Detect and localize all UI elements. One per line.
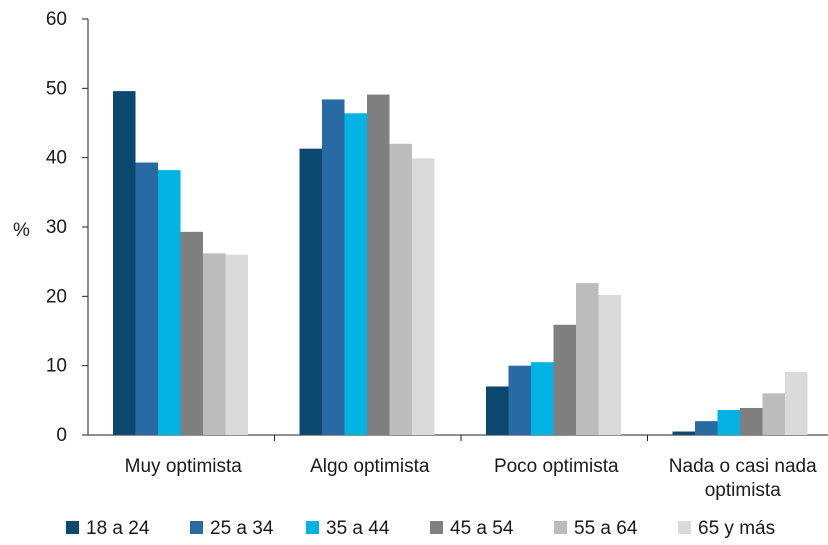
legend-swatch — [554, 521, 567, 534]
y-tick-label: 20 — [46, 286, 67, 307]
bar — [718, 410, 741, 435]
bar — [673, 432, 696, 435]
bar — [740, 408, 763, 435]
category-labels: Muy optimista Algo optimista Poco optimist… — [125, 456, 817, 501]
bar — [695, 421, 718, 435]
legend-label: 65 y más — [698, 518, 775, 539]
bar — [203, 253, 226, 435]
category-label: Muy optimista — [125, 456, 243, 477]
bar — [412, 158, 435, 435]
y-tick-label: 10 — [46, 356, 67, 377]
legend-swatch — [678, 521, 691, 534]
legend-label: 18 a 24 — [86, 518, 150, 539]
bar — [322, 99, 345, 435]
legend-item: 65 y más — [678, 518, 775, 539]
bar — [531, 362, 554, 435]
y-axis-label: % — [13, 220, 30, 241]
legend-swatch — [190, 521, 203, 534]
bars — [113, 91, 808, 435]
bar — [763, 393, 786, 435]
y-tick-labels: 0 10 20 30 40 50 60 — [46, 9, 67, 446]
legend-swatch — [306, 521, 319, 534]
bar — [576, 283, 599, 435]
y-tick-label: 50 — [46, 78, 67, 99]
legend-label: 35 a 44 — [326, 518, 390, 539]
legend-item: 25 a 34 — [190, 518, 274, 539]
bar — [367, 95, 390, 435]
y-tick-label: 40 — [46, 148, 67, 169]
bar — [300, 149, 323, 435]
bar — [785, 372, 808, 435]
bar — [345, 113, 368, 435]
legend-item: 45 a 54 — [430, 518, 514, 539]
bar — [599, 295, 622, 435]
bar — [158, 170, 181, 435]
y-tick-label: 0 — [56, 425, 67, 446]
category-label: Algo optimista — [310, 456, 430, 477]
bar — [486, 386, 509, 435]
category-label: Nada o casi nada — [669, 456, 817, 477]
legend: 18 a 24 25 a 34 35 a 44 45 a 54 55 a 64 65 y … — [66, 518, 775, 539]
y-tick-label: 60 — [46, 9, 67, 30]
legend-label: 25 a 34 — [210, 518, 274, 539]
bar — [509, 366, 532, 435]
bar — [226, 255, 249, 435]
category-label: Poco optimista — [494, 456, 619, 477]
bar — [554, 325, 577, 435]
bar — [113, 91, 136, 435]
legend-item: 35 a 44 — [306, 518, 390, 539]
legend-label: 55 a 64 — [574, 518, 638, 539]
bar — [136, 163, 159, 435]
legend-item: 55 a 64 — [554, 518, 638, 539]
bar — [390, 144, 413, 435]
y-tick-label: 30 — [46, 217, 67, 238]
legend-label: 45 a 54 — [450, 518, 514, 539]
category-label: optimista — [705, 480, 781, 501]
bar — [181, 232, 204, 435]
legend-item: 18 a 24 — [66, 518, 150, 539]
legend-swatch — [430, 521, 443, 534]
legend-swatch — [66, 521, 79, 534]
